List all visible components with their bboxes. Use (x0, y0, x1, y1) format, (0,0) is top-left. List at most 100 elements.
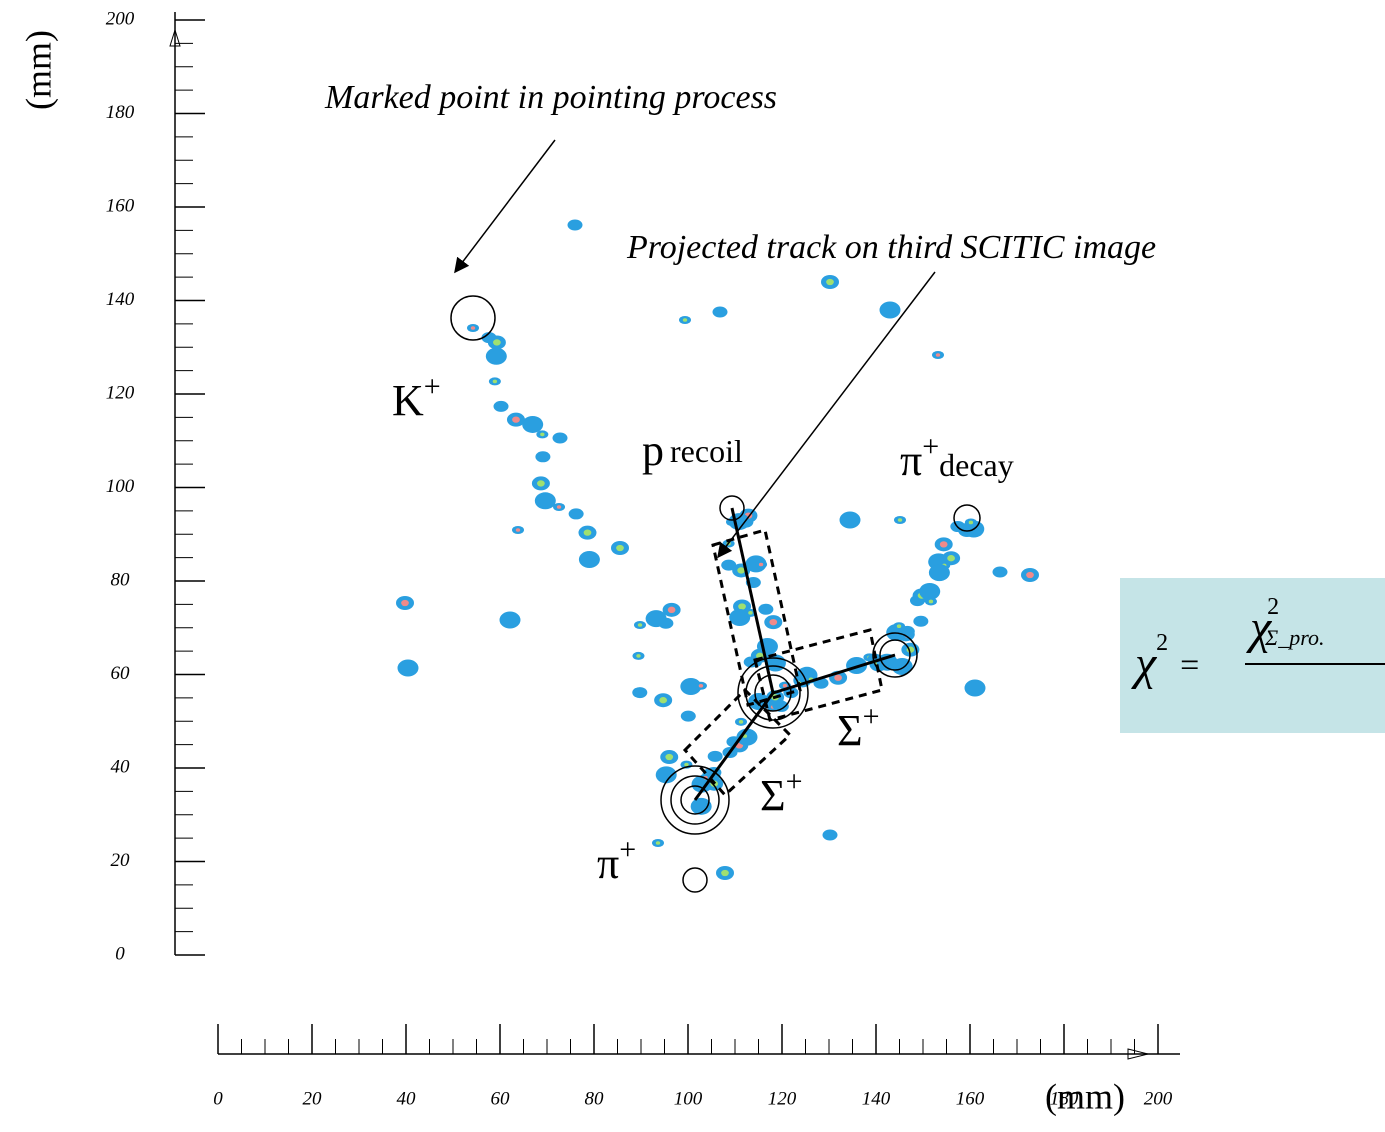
hit-core (769, 619, 777, 625)
hit (535, 492, 556, 509)
hit-core (738, 603, 746, 609)
hit-core (834, 675, 842, 681)
hit-core (759, 563, 763, 567)
x-tick-label: 40 (397, 1088, 417, 1109)
hit (579, 551, 600, 568)
hit (568, 220, 583, 231)
hit-core (584, 530, 592, 536)
hit (500, 612, 521, 629)
hit (993, 567, 1008, 578)
hit-core (897, 624, 901, 628)
x-tick-label: 200 (1144, 1088, 1173, 1109)
hit-core (936, 353, 940, 357)
hit-core (659, 697, 667, 703)
hit (913, 616, 928, 627)
annotation: Marked point in pointing process (324, 79, 777, 116)
hit-core (537, 480, 545, 486)
hit (486, 348, 507, 365)
y-tick-label: 160 (106, 195, 135, 216)
particle-label: π+ (597, 833, 636, 888)
hit-core (940, 541, 948, 547)
hit-core (684, 763, 688, 767)
hit-core (665, 754, 673, 760)
y-tick-label: 200 (106, 8, 135, 29)
hit (708, 751, 723, 762)
y-tick-label: 60 (111, 663, 131, 684)
hit (758, 604, 773, 615)
hit-core (516, 528, 520, 532)
hit-core (683, 318, 687, 322)
y-tick-label: 140 (106, 289, 135, 310)
particle-label: π+decay (900, 430, 1014, 485)
hit-core (739, 720, 743, 724)
detector-image (396, 220, 1039, 881)
y-tick-label: 100 (106, 476, 135, 497)
hit (535, 451, 550, 462)
y-axis-label: (mm) (18, 30, 58, 110)
hit (646, 610, 667, 627)
annotation: Projected track on third SCITIC image (626, 229, 1156, 266)
hit (632, 687, 647, 698)
y-tick-label: 120 (106, 382, 135, 403)
hit-core (783, 684, 787, 688)
hit-core (699, 684, 703, 688)
hit (681, 711, 696, 722)
hit-core (540, 433, 544, 437)
hit-core (401, 600, 409, 606)
hit-core (656, 841, 660, 845)
particle-label: K+ (392, 370, 441, 425)
x-tick-label: 140 (862, 1088, 891, 1109)
hit-core (668, 607, 676, 613)
hit (494, 401, 509, 412)
hit (919, 583, 940, 600)
hit (823, 830, 838, 841)
y-tick-label: 40 (111, 756, 131, 777)
figure: Marked point in pointing process Project… (0, 0, 1385, 1132)
x-tick-label: 80 (585, 1088, 605, 1109)
hit-core (929, 600, 933, 604)
x-tick-label: 100 (674, 1088, 703, 1109)
hit (522, 416, 543, 433)
x-tick-label: 120 (768, 1088, 797, 1109)
hit-core (947, 555, 955, 561)
hit-core (512, 417, 520, 423)
y-tick-label: 20 (111, 850, 131, 871)
hit (713, 307, 728, 318)
hit-core (638, 623, 642, 627)
hit (929, 564, 950, 581)
hit-core (493, 339, 501, 345)
axes: 0 20 40 60 80 100 120 140 160 180 200 0 20 40 60 80 100 1… (106, 8, 1180, 1109)
hit-core (826, 279, 834, 285)
arrow (718, 272, 935, 557)
y-tick-label: 80 (111, 569, 131, 590)
hit-core (898, 518, 902, 522)
hit (398, 660, 419, 677)
hit-core (471, 326, 475, 330)
hit-core (748, 611, 752, 615)
hit-core (721, 870, 729, 876)
hit-core (616, 545, 624, 551)
x-tick-label: 160 (956, 1088, 985, 1109)
hit (880, 302, 901, 319)
hit (729, 513, 750, 530)
x-tick-label: 20 (303, 1088, 323, 1109)
hit (569, 508, 584, 519)
particle-label: Σ+ (837, 700, 880, 755)
hit-core (969, 521, 973, 525)
hit-core (636, 654, 640, 658)
hit-core (557, 505, 561, 509)
x-tick-label: 0 (213, 1088, 223, 1109)
x-tick-label: 60 (491, 1088, 511, 1109)
vertex-circles (451, 296, 980, 892)
arrow (455, 140, 555, 272)
hit (553, 433, 568, 444)
hit (900, 626, 915, 637)
hit (840, 512, 861, 529)
y-tick-label: 180 (106, 102, 135, 123)
particle-label: Σ+ (760, 765, 803, 820)
y-tick-label: 0 (115, 943, 125, 964)
hit-core (493, 380, 497, 384)
hit-core (1026, 572, 1034, 578)
x-tick-label: 180 (1050, 1088, 1079, 1109)
